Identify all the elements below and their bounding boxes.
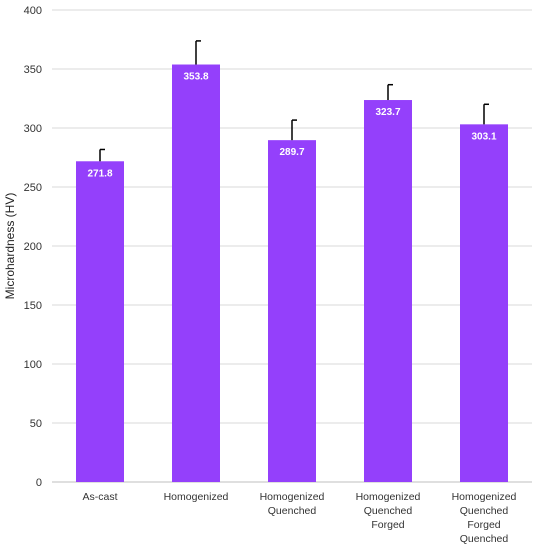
data-label: 303.1: [471, 131, 496, 142]
data-label: 323.7: [375, 107, 400, 118]
x-tick-label: Quenched: [460, 505, 509, 517]
data-label: 289.7: [279, 147, 304, 158]
y-tick-label: 300: [24, 123, 42, 135]
x-tick-label: Homogenized: [164, 491, 229, 503]
x-tick-label: Forged: [467, 519, 500, 531]
x-tick-label: As-cast: [82, 491, 117, 503]
x-tick-label: Quenched: [268, 505, 317, 517]
x-tick-label: Homogenized: [260, 491, 325, 503]
y-tick-label: 0: [36, 477, 42, 489]
y-tick-label: 400: [24, 5, 42, 17]
bar: [460, 124, 508, 482]
x-tick-label: Homogenized: [356, 491, 421, 503]
bar: [172, 64, 220, 483]
bar: [364, 100, 412, 482]
x-tick-label: Quenched: [364, 505, 413, 517]
x-tick-label: Homogenized: [452, 491, 517, 503]
x-tick-label: Quenched: [460, 533, 509, 545]
data-label: 353.8: [183, 72, 208, 83]
y-tick-label: 150: [24, 300, 42, 312]
bar: [268, 140, 316, 483]
x-tick-label: Forged: [371, 519, 404, 531]
y-tick-label: 350: [24, 64, 42, 76]
y-tick-label: 200: [24, 241, 42, 253]
y-axis-title: Microhardness (HV): [3, 193, 17, 300]
y-tick-label: 250: [24, 182, 42, 194]
y-tick-label: 100: [24, 359, 42, 371]
data-label: 271.8: [87, 168, 112, 179]
y-tick-label: 50: [30, 418, 42, 430]
bar: [76, 161, 124, 482]
